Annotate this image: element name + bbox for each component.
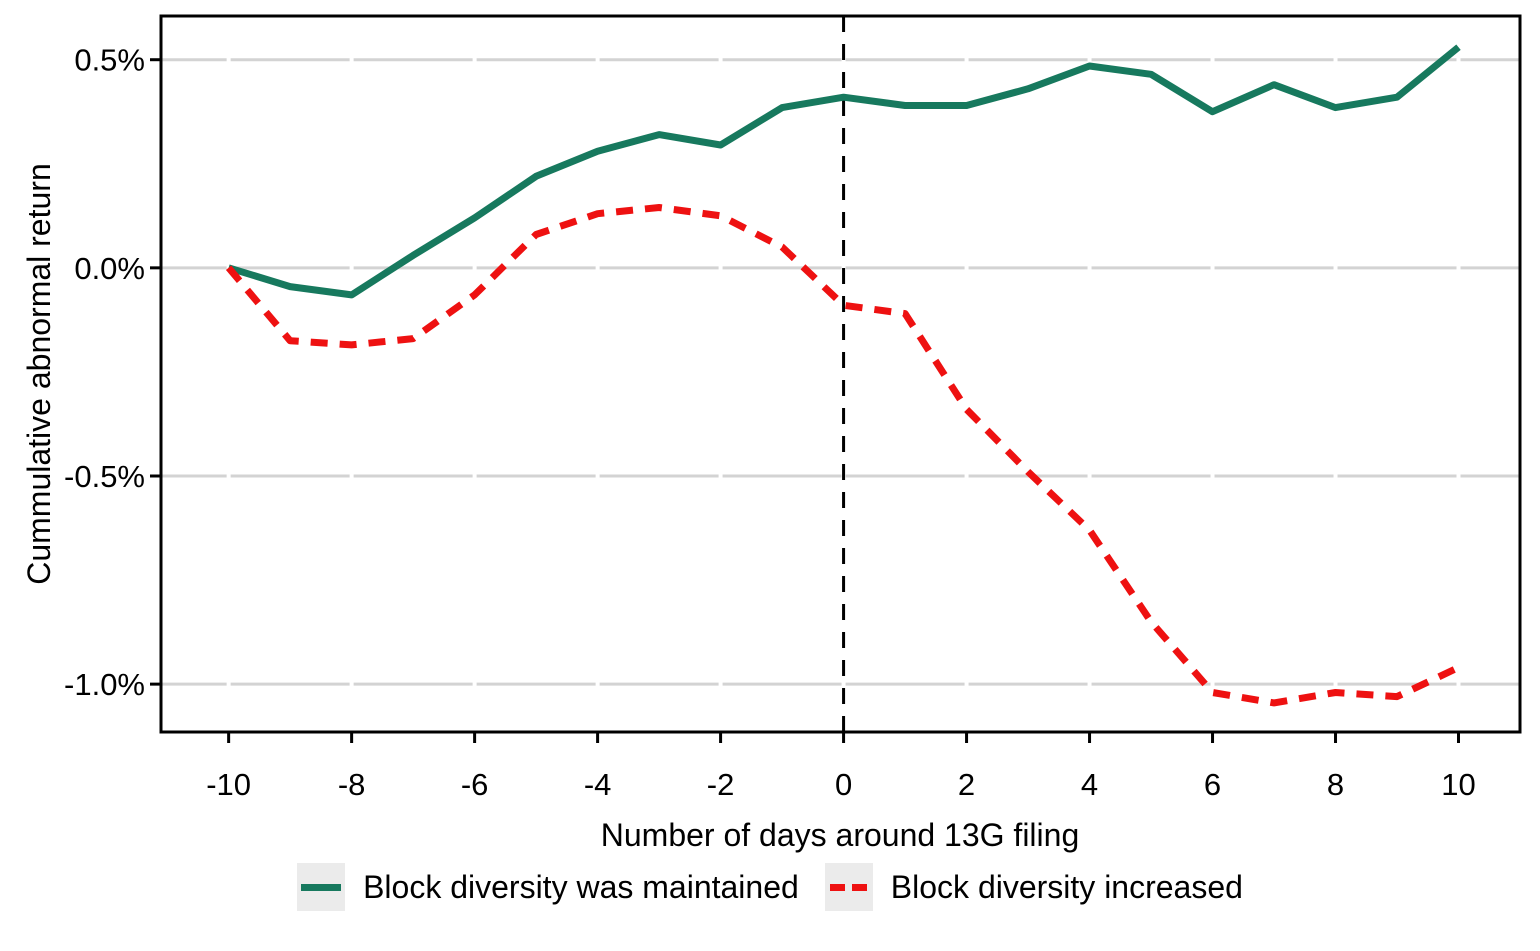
x-tick-label: 6 bbox=[1204, 767, 1221, 802]
x-tick-label: -6 bbox=[461, 767, 489, 802]
x-tick-label: 2 bbox=[958, 767, 975, 802]
legend: Block diversity was maintained Block div… bbox=[0, 863, 1540, 911]
dashed-line-icon bbox=[830, 883, 868, 891]
x-tick-label: -8 bbox=[338, 767, 366, 802]
y-tick-label: 0.5% bbox=[74, 43, 145, 78]
legend-item-maintained: Block diversity was maintained bbox=[297, 863, 799, 911]
legend-key-maintained bbox=[297, 863, 346, 911]
dash-segment bbox=[852, 883, 868, 891]
legend-item-increased: Block diversity increased bbox=[824, 863, 1243, 911]
x-tick-label: 4 bbox=[1081, 767, 1098, 802]
x-tick-label: -4 bbox=[584, 767, 612, 802]
x-tick-label: 8 bbox=[1327, 767, 1344, 802]
solid-line-icon bbox=[301, 883, 342, 891]
y-tick-label: 0.0% bbox=[74, 251, 145, 286]
y-axis-title: Cummulative abnormal return bbox=[21, 163, 57, 585]
x-tick-label: -10 bbox=[206, 767, 251, 802]
dash-segment bbox=[830, 883, 846, 891]
x-tick-label: 10 bbox=[1441, 767, 1475, 802]
legend-label-maintained: Block diversity was maintained bbox=[363, 868, 799, 905]
x-tick-label: 0 bbox=[835, 767, 852, 802]
x-axis-title: Number of days around 13G filing bbox=[601, 817, 1079, 853]
series-increased-line bbox=[225, 204, 1460, 707]
y-tick-label: -0.5% bbox=[64, 459, 145, 494]
legend-label-increased: Block diversity increased bbox=[890, 868, 1243, 905]
y-tick-label: -1.0% bbox=[64, 667, 145, 702]
x-tick-label: -2 bbox=[707, 767, 735, 802]
legend-key-increased bbox=[824, 863, 873, 911]
panel-border bbox=[159, 14, 1522, 734]
series-maintained-line bbox=[227, 44, 1461, 299]
